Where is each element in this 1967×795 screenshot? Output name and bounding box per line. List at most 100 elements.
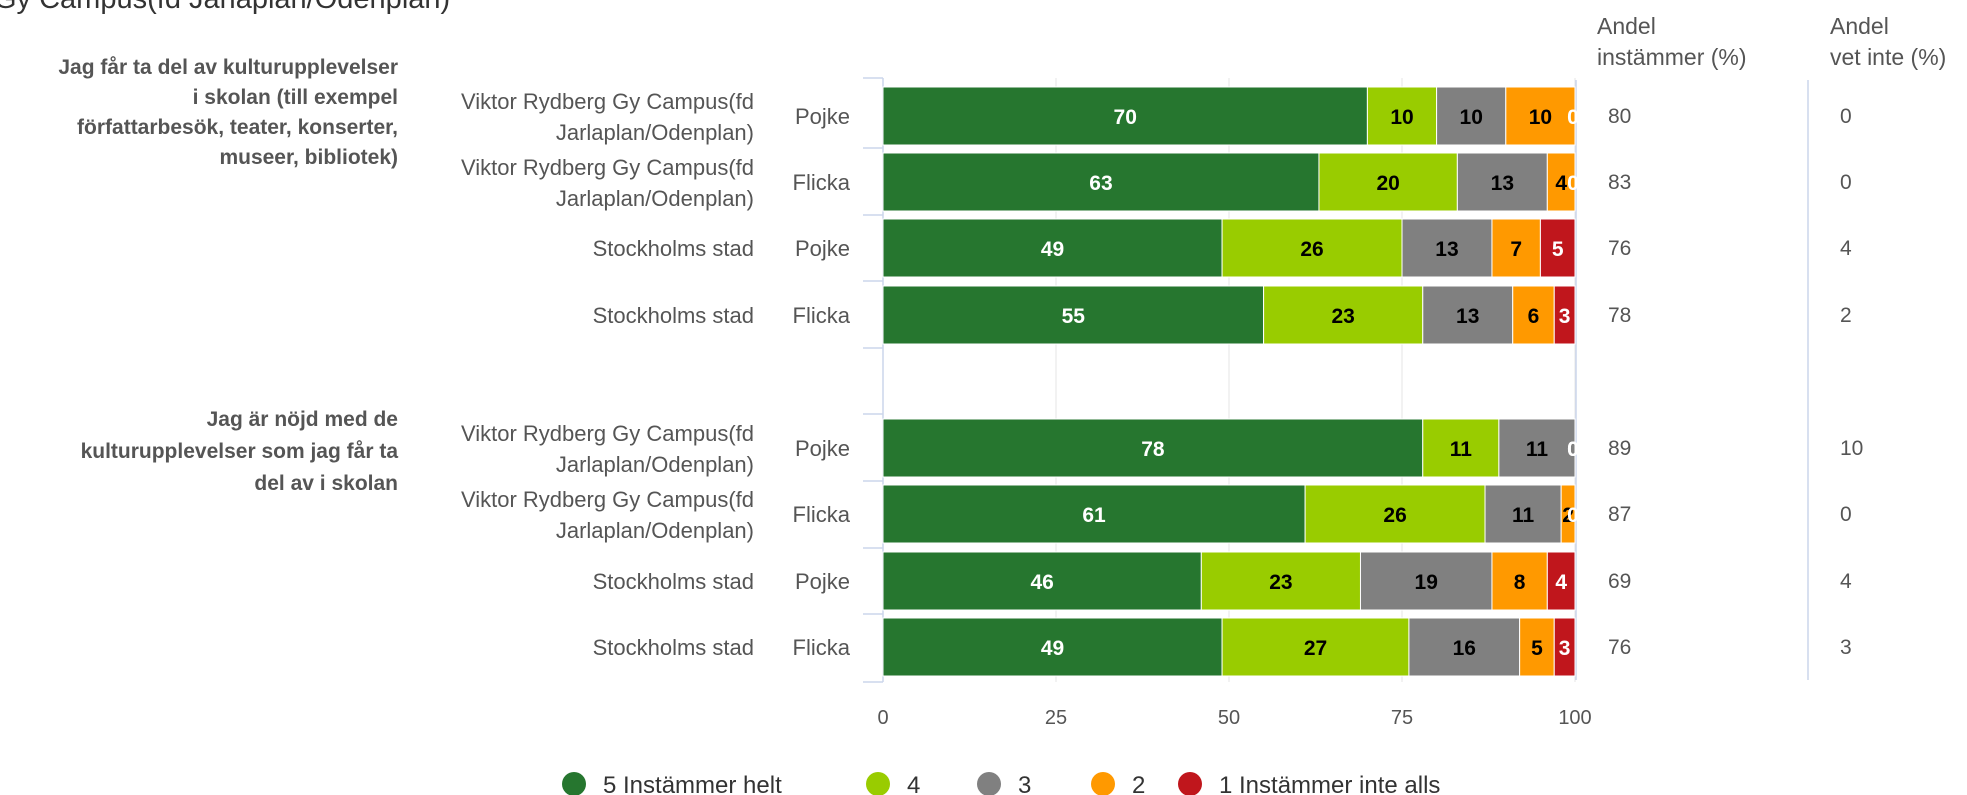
data-label: 5 (1552, 238, 1564, 261)
question-label: Jag är nöjd med de (207, 408, 398, 431)
data-label: 55 (1062, 305, 1086, 328)
bar-segment (1553, 285, 1576, 345)
data-label: 13 (1456, 305, 1479, 328)
bar-segment (1505, 86, 1576, 146)
data-label: 26 (1383, 504, 1406, 527)
school-label: Viktor Rydberg Gy Campus(fd (461, 421, 754, 446)
school-label: Jarlaplan/Odenplan) (556, 186, 754, 211)
bar-segment (1366, 86, 1438, 146)
data-label: 10 (1460, 106, 1483, 129)
data-label: 16 (1453, 637, 1476, 660)
data-label: 5 (1531, 637, 1543, 660)
gender-label: Flicka (793, 303, 851, 328)
school-label: Stockholms stad (593, 635, 754, 660)
bar-segment (882, 86, 1368, 146)
instammer-value: 76 (1608, 237, 1631, 260)
vet-inte-value: 4 (1840, 570, 1852, 593)
question-label: museer, bibliotek) (219, 146, 398, 169)
x-tick-label: 100 (1558, 707, 1591, 729)
school-label: Jarlaplan/Odenplan) (556, 452, 754, 477)
data-label: 0 (1567, 438, 1579, 461)
data-label: 11 (1512, 504, 1535, 527)
data-label: 3 (1559, 305, 1571, 328)
data-label: 4 (1555, 571, 1567, 594)
gender-label: Pojke (795, 236, 850, 261)
data-label: 0 (1567, 172, 1579, 195)
data-label: 10 (1390, 106, 1413, 129)
school-label: Viktor Rydberg Gy Campus(fd (461, 155, 754, 180)
data-label: 13 (1435, 238, 1458, 261)
data-label: 26 (1300, 238, 1323, 261)
data-label: 49 (1041, 238, 1064, 261)
vet-inte-value: 10 (1840, 437, 1863, 460)
instammer-value: 76 (1608, 636, 1631, 659)
data-label: 0 (1567, 106, 1579, 129)
question-label: i skolan (till exempel (193, 86, 398, 109)
legend-marker (1178, 772, 1202, 795)
instammer-value: 78 (1608, 304, 1631, 327)
bar-segment (1401, 218, 1493, 278)
data-label: 23 (1332, 305, 1355, 328)
gender-label: Flicka (793, 635, 851, 660)
legend-label: 1 Instämmer inte alls (1219, 772, 1440, 795)
header-instammer: instämmer (%) (1597, 44, 1747, 70)
school-label: Jarlaplan/Odenplan) (556, 518, 754, 543)
x-tick-label: 75 (1391, 707, 1413, 729)
bar-segment (882, 218, 1223, 278)
data-label: 46 (1030, 571, 1053, 594)
instammer-value: 80 (1608, 105, 1631, 128)
header-vet-inte: Andel (1830, 13, 1889, 39)
question-label: Jag får ta del av kulturupplevelser (58, 56, 398, 79)
data-label: 7 (1510, 238, 1522, 261)
data-label: 20 (1376, 172, 1399, 195)
vet-inte-value: 0 (1840, 105, 1852, 128)
labels: Gy Campus(fd Jarlaplan/Odenplan)02550751… (0, 0, 1946, 729)
data-label: 70 (1114, 106, 1137, 129)
bar-segment (1456, 152, 1548, 212)
gender-label: Pojke (795, 104, 850, 129)
legend-label: 5 Instämmer helt (603, 772, 782, 795)
bar-segment (1546, 551, 1576, 611)
gender-label: Pojke (795, 436, 850, 461)
data-label: 19 (1415, 571, 1438, 594)
vet-inte-value: 2 (1840, 304, 1852, 327)
legend-label: 4 (907, 772, 920, 795)
data-label: 0 (1567, 438, 1579, 461)
school-label: Stockholms stad (593, 303, 754, 328)
bar-segment (882, 551, 1202, 611)
bar-segment (1318, 152, 1458, 212)
legend: 5 Instämmer helt 4 3 2 1 Instämmer inte alls (562, 772, 1440, 795)
bar-segment (1560, 484, 1576, 544)
instammer-value: 69 (1608, 570, 1631, 593)
bar-segment (1512, 285, 1555, 345)
legend-marker (977, 772, 1001, 795)
header-instammer: Andel (1597, 13, 1656, 39)
question-label: kulturupplevelser som jag får ta (81, 440, 399, 463)
bar-segment (882, 418, 1424, 478)
bar-segment (1491, 551, 1548, 611)
bar-segment (1422, 418, 1500, 478)
bar-segment (1436, 86, 1507, 146)
legend-label: 2 (1132, 772, 1145, 795)
vet-inte-value: 0 (1840, 171, 1852, 194)
x-tick-label: 0 (877, 707, 888, 729)
data-label: 63 (1089, 172, 1112, 195)
bar-segment (1546, 152, 1576, 212)
bar-segment (1221, 617, 1410, 677)
legend-marker (562, 772, 586, 795)
instammer-value: 83 (1608, 171, 1631, 194)
bar-segment (1359, 551, 1493, 611)
gender-label: Flicka (793, 170, 851, 195)
legend-marker (1091, 772, 1115, 795)
data-label: 27 (1304, 637, 1327, 660)
header-vet-inte: vet inte (%) (1830, 44, 1946, 70)
data-label: 3 (1559, 637, 1571, 660)
data-label: 23 (1269, 571, 1292, 594)
instammer-value: 87 (1608, 503, 1631, 526)
data-label: 49 (1041, 637, 1064, 660)
bar-segment (1498, 418, 1576, 478)
data-label: 11 (1450, 438, 1473, 461)
data-label: 10 (1529, 106, 1552, 129)
legend-marker (866, 772, 890, 795)
instammer-value: 89 (1608, 437, 1631, 460)
